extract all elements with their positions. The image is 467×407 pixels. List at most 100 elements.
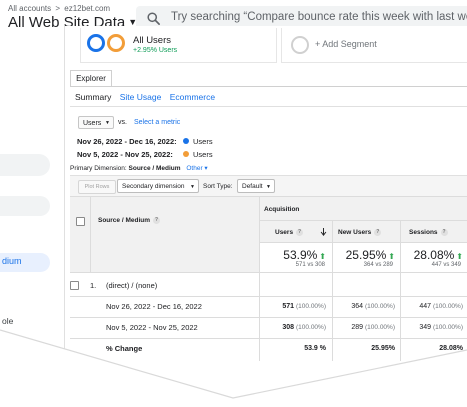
grid-line — [400, 220, 401, 361]
vs-label: vs. — [118, 119, 127, 126]
help-icon: ? — [296, 229, 304, 236]
plot-rows-button[interactable]: Plot Rows — [78, 180, 116, 194]
up-arrow-icon: ⬆ — [456, 252, 463, 261]
column-header-sessions[interactable]: Sessions? — [409, 229, 448, 236]
caret-down-icon: ▼ — [190, 184, 195, 190]
new-users-value: 289 (100.00%) — [351, 324, 395, 331]
column-header-source-medium[interactable]: Source / Medium? — [98, 217, 161, 224]
caret-down-icon: ▼ — [105, 120, 110, 126]
other-dimension-link[interactable]: Other ▾ — [186, 165, 208, 172]
grid-line — [70, 338, 467, 339]
nav-item[interactable] — [0, 154, 50, 176]
sort-type-value: Default — [242, 183, 263, 190]
segment-name: All Users — [133, 35, 172, 46]
select-all-checkbox[interactable] — [76, 217, 85, 226]
nav-item-label: dium — [2, 256, 22, 266]
users-percent-change: 53.9 % — [304, 345, 326, 352]
percent-change-label: % Change — [106, 344, 143, 353]
table-header-bg — [91, 196, 259, 272]
row-date-range: Nov 5, 2022 - Nov 25, 2022 — [106, 323, 198, 332]
new-users-change-total: 25.95% ⬆ — [345, 248, 395, 262]
breadcrumb-separator: > — [55, 4, 61, 13]
row-index: 1. — [90, 281, 97, 290]
new-users-comparison: 364 vs 289 — [363, 262, 393, 268]
add-segment-label: + Add Segment — [315, 39, 377, 49]
add-segment-button[interactable]: + Add Segment — [281, 28, 467, 63]
row-source-medium-link[interactable]: (direct) / (none) — [106, 281, 158, 290]
nav-item-active[interactable]: dium — [0, 253, 50, 272]
segment-percentage: +2.95% Users — [133, 47, 178, 54]
sort-descending-icon[interactable] — [320, 228, 327, 236]
users-value: 571 (100.00%) — [282, 303, 326, 310]
data-table: Source / Medium? Acquisition Users? New … — [64, 196, 467, 361]
nav-item-label[interactable]: ole — [2, 316, 14, 326]
grid-line — [70, 317, 467, 318]
grid-line — [90, 196, 91, 272]
tab-explorer[interactable]: Explorer — [70, 70, 112, 87]
grid-line — [260, 220, 467, 221]
sessions-comparison: 447 vs 349 — [431, 262, 461, 268]
caret-down-icon: ▼ — [128, 17, 138, 27]
column-header-new-users[interactable]: New Users? — [338, 229, 382, 236]
select-metric-link[interactable]: Select a metric — [134, 119, 181, 126]
users-change-total: 53.9% ⬆ — [283, 248, 326, 262]
search-placeholder: Try searching “Compare bounce rate this … — [171, 11, 467, 23]
primary-dimension-label: Primary Dimension: — [70, 165, 127, 172]
caret-down-icon: ▼ — [266, 184, 271, 190]
grid-line — [70, 196, 467, 197]
breadcrumb-account[interactable]: ez12bet.com — [64, 4, 111, 13]
sort-type-dropdown[interactable]: Default ▼ — [237, 179, 275, 193]
grid-line — [332, 220, 333, 361]
divider — [70, 106, 467, 107]
breadcrumb: All accounts > ez12bet.com — [8, 4, 110, 13]
sessions-percent-change: 28.08% — [439, 345, 463, 352]
segment-ring-icon — [107, 34, 125, 52]
users-value: 308 (100.00%) — [282, 324, 326, 331]
legend-label: Users — [193, 137, 213, 146]
metric-dropdown[interactable]: Users ▼ — [78, 116, 114, 129]
users-comparison: 571 vs 308 — [295, 262, 325, 268]
help-icon: ? — [153, 217, 161, 224]
up-arrow-icon: ⬆ — [388, 252, 395, 261]
sort-type-label: Sort Type: — [203, 183, 233, 190]
empty-segment-icon — [291, 36, 309, 54]
up-arrow-icon: ⬆ — [319, 252, 326, 261]
row-date-range: Nov 26, 2022 - Dec 16, 2022 — [106, 302, 202, 311]
subtab-summary[interactable]: Summary — [75, 92, 112, 102]
date-range-previous: Nov 5, 2022 - Nov 25, 2022: — [77, 150, 173, 159]
legend-dot-icon — [183, 138, 189, 144]
secondary-dimension-dropdown[interactable]: Secondary dimension ▼ — [117, 179, 199, 193]
column-group-acquisition: Acquisition — [264, 206, 300, 213]
subtab-bar: Summary Site Usage Ecommerce — [75, 92, 221, 102]
subtab-site-usage[interactable]: Site Usage — [119, 92, 162, 102]
sessions-value: 349 (100.00%) — [419, 324, 463, 331]
metric-value: Users — [83, 120, 102, 127]
table-toolbar: Plot Rows Secondary dimension ▼ Sort Type… — [70, 175, 467, 197]
table-header-bg — [260, 196, 467, 220]
grid-line — [259, 196, 260, 361]
new-users-value: 364 (100.00%) — [351, 303, 395, 310]
search-icon — [147, 12, 160, 25]
nav-item[interactable] — [0, 196, 50, 216]
segment-card[interactable]: All Users +2.95% Users — [80, 28, 277, 63]
help-icon: ? — [374, 229, 382, 236]
divider — [70, 86, 467, 87]
primary-dimension: Primary Dimension: Source / Medium Other… — [70, 164, 208, 172]
grid-line — [70, 296, 467, 297]
date-range-current: Nov 26, 2022 - Dec 16, 2022: — [77, 137, 177, 146]
legend-dot-icon — [183, 151, 189, 157]
secondary-dimension-label: Secondary dimension — [122, 183, 185, 190]
grid-line — [260, 242, 467, 243]
table-header-bg — [260, 220, 467, 242]
grid-line — [70, 272, 467, 273]
column-header-users[interactable]: Users? — [275, 229, 304, 236]
breadcrumb-root[interactable]: All accounts — [8, 4, 52, 13]
help-icon: ? — [440, 229, 448, 236]
subtab-ecommerce[interactable]: Ecommerce — [169, 92, 216, 102]
legend-label: Users — [193, 150, 213, 159]
primary-dimension-value: Source / Medium — [128, 165, 181, 172]
sessions-change-total: 28.08% ⬆ — [413, 248, 463, 262]
new-users-percent-change: 25.95% — [371, 345, 395, 352]
row-checkbox[interactable] — [70, 281, 79, 290]
table-header-bg — [70, 196, 90, 272]
